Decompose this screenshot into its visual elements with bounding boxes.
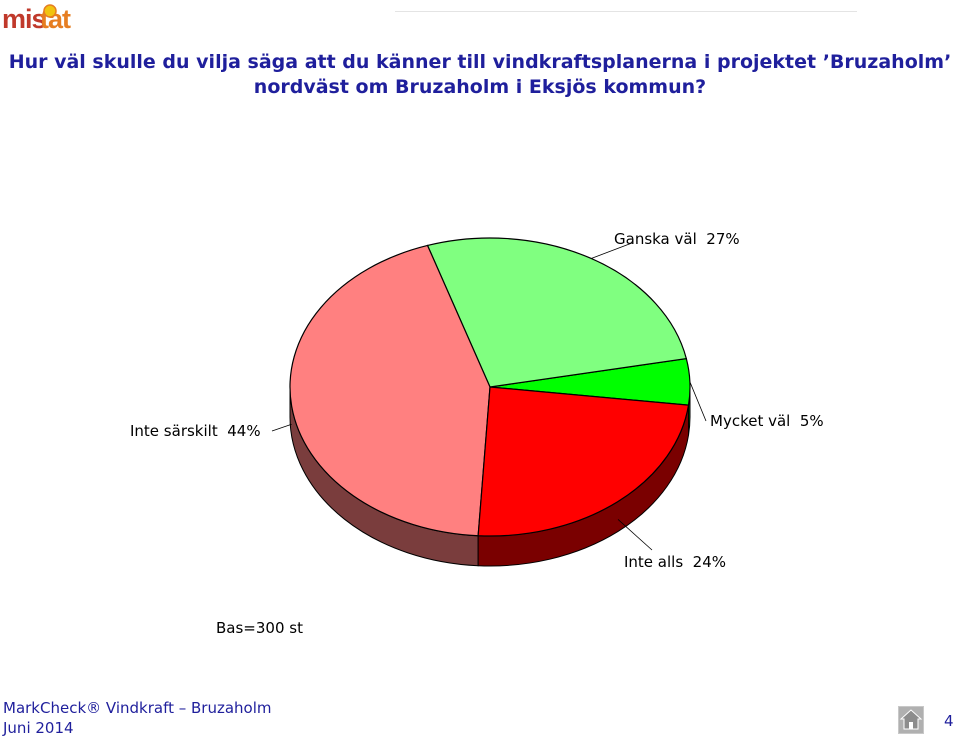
svg-text:mis: mis	[2, 4, 46, 34]
question-title-line2: nordväst om Bruzaholm i Eksjös kommun?	[253, 76, 707, 98]
pie-slice-1	[426, 237, 688, 388]
slice-label-mycket-val: Mycket väl 5%	[710, 412, 824, 430]
leader-line-3	[617, 519, 653, 551]
slice-label-inte-sarskilt: Inte särskilt 44%	[130, 422, 261, 440]
pie-chart-top	[289, 237, 691, 537]
mistat-logo: mis tat	[2, 4, 72, 34]
footer: MarkCheck® Vindkraft – Bruzaholm Juni 20…	[3, 698, 272, 738]
header-divider	[395, 11, 857, 12]
pie-slice-3	[477, 386, 690, 537]
footer-project: MarkCheck® Vindkraft – Bruzaholm	[3, 699, 272, 717]
leader-line-1	[591, 242, 633, 259]
base-count: Bas=300 st	[216, 619, 303, 637]
question-title: Hur väl skulle du vilja säga att du känn…	[0, 50, 960, 100]
slice-label-inte-alls: Inte alls 24%	[624, 553, 727, 571]
slice-label-ganska-val: Ganska väl 27%	[614, 230, 740, 248]
pie-chart-leaders	[271, 242, 707, 551]
question-title-line1: Hur väl skulle du vilja säga att du känn…	[8, 51, 952, 73]
pie-slice-2	[289, 244, 491, 537]
footer-date: Juni 2014	[3, 719, 74, 737]
home-icon[interactable]	[898, 706, 924, 734]
page-number: 4	[944, 712, 954, 730]
leader-line-0	[689, 381, 707, 422]
leader-line-2	[271, 423, 292, 432]
